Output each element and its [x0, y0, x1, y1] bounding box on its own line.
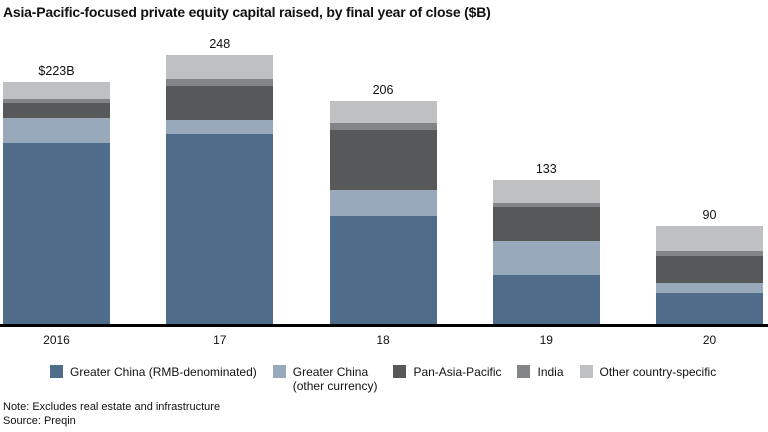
segment-other_country — [492, 180, 600, 203]
legend-swatch-pan_asia_pacific — [393, 365, 407, 378]
bar-stack — [492, 180, 600, 324]
segment-other_country — [166, 55, 274, 79]
segment-other_country — [329, 101, 437, 123]
bar-column-19: 133 — [492, 162, 600, 324]
bar-stack — [166, 55, 274, 324]
bar-stack — [3, 82, 110, 324]
bar-column-18: 206 — [329, 83, 437, 324]
legend-item-india: India — [517, 365, 564, 379]
legend-label: India — [537, 365, 563, 379]
bar-total-label: 248 — [209, 37, 231, 51]
bar-column-2016: $223B — [3, 64, 110, 324]
segment-other_country — [3, 82, 110, 99]
x-axis-labels: 2016 17 18 19 20 — [3, 333, 763, 347]
segment-pan_asia_pacific — [656, 256, 763, 283]
segment-pan_asia_pacific — [329, 130, 437, 190]
chart-title: Asia-Pacific-focused private equity capi… — [3, 4, 491, 20]
legend-label: Greater China (RMB-denominated) — [70, 365, 257, 379]
note-line: Note: Excludes real estate and infrastru… — [3, 401, 221, 413]
segment-rmb — [492, 275, 600, 324]
legend-swatch-other_currency — [272, 365, 286, 378]
legend-label-line: India — [537, 365, 564, 379]
segment-rmb — [656, 293, 763, 324]
legend-swatch-rmb — [50, 365, 63, 378]
bar-stack — [329, 101, 437, 324]
segment-pan_asia_pacific — [492, 207, 600, 241]
legend-label-line: (other currency) — [292, 379, 378, 393]
x-axis-label-20: 20 — [702, 333, 717, 347]
segment-other_currency — [166, 120, 274, 134]
footnotes: Note: Excludes real estate and infrastru… — [3, 401, 220, 428]
segment-other_country — [656, 226, 763, 251]
legend-item-other_country: Other country-specific — [579, 365, 717, 379]
legend-swatch-india — [517, 365, 531, 378]
segment-india — [329, 123, 437, 130]
legend-item-other_currency: Greater China (other currency) — [272, 365, 378, 393]
legend-label-line: Other country-specific — [599, 365, 717, 379]
legend: Greater China (RMB-denominated) Greater C… — [50, 365, 716, 393]
segment-india — [492, 203, 600, 207]
segment-india — [3, 99, 110, 103]
bar-total-label: 90 — [702, 208, 717, 222]
segment-india — [166, 79, 274, 86]
bar-stack — [656, 226, 763, 324]
legend-label: Pan-Asia-Pacific — [413, 365, 501, 379]
legend-item-rmb: Greater China (RMB-denominated) — [50, 365, 257, 379]
bar-total-label: 206 — [372, 83, 394, 97]
x-axis-line — [0, 324, 768, 327]
legend-label: Other country-specific — [600, 365, 717, 379]
x-axis-label-2016: 2016 — [43, 333, 70, 347]
legend-label-line: Greater China (RMB-denominated) — [70, 365, 257, 379]
legend-swatch-other_country — [579, 365, 593, 378]
segment-india — [656, 251, 763, 256]
segment-pan_asia_pacific — [166, 86, 274, 120]
x-axis-label-18: 18 — [376, 333, 390, 347]
segment-other_currency — [329, 190, 437, 216]
segment-other_currency — [492, 241, 600, 275]
legend-label: Greater China (other currency) — [293, 365, 378, 393]
bar-column-20: 90 — [656, 208, 763, 324]
plot-area: $223B 248 206 133 90 — [3, 0, 763, 324]
legend-label-line: Greater China — [292, 365, 369, 379]
segment-pan_asia_pacific — [3, 103, 110, 118]
segment-rmb — [3, 143, 110, 324]
x-axis-label-17: 17 — [213, 333, 227, 347]
segment-other_currency — [656, 283, 763, 293]
x-axis-label-19: 19 — [539, 333, 553, 347]
bar-column-17: 248 — [166, 37, 274, 324]
segment-rmb — [329, 216, 437, 324]
segment-other_currency — [3, 118, 110, 143]
bar-total-label: 133 — [535, 162, 557, 176]
bar-total-label: $223B — [38, 64, 75, 78]
source-line: Source: Preqin — [3, 414, 76, 427]
legend-label-line: Pan-Asia-Pacific — [413, 365, 502, 379]
segment-rmb — [166, 134, 274, 324]
legend-item-pan_asia_pacific: Pan-Asia-Pacific — [393, 365, 501, 379]
